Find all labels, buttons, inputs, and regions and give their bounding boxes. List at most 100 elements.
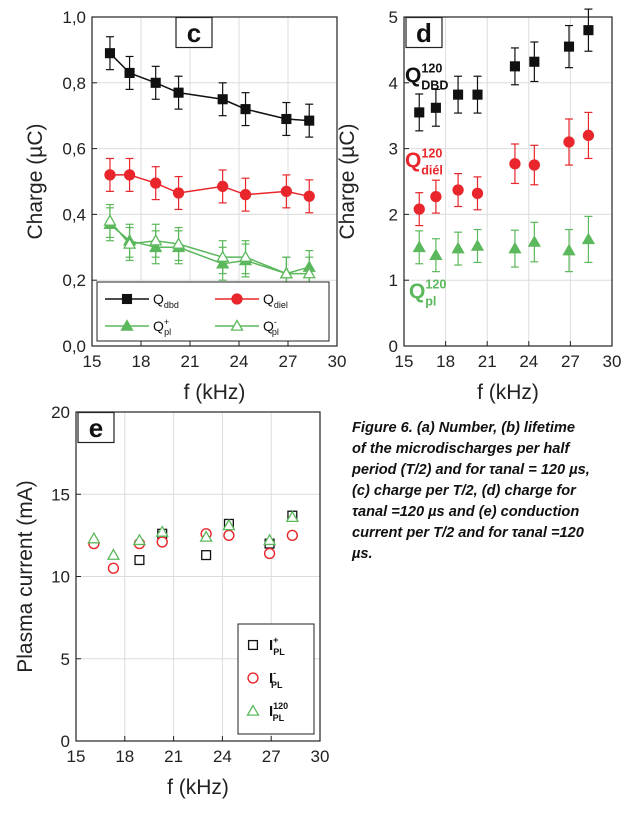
series-label-main: Q (409, 280, 425, 303)
legend-label-sub: PL (273, 647, 285, 657)
data-point (134, 555, 145, 566)
panel-letter-box (405, 16, 443, 49)
data-point (231, 293, 243, 305)
data-point (430, 190, 442, 203)
data-point (104, 48, 116, 59)
legend-label-sub: dbd (164, 300, 179, 310)
data-point (509, 158, 521, 170)
data-point (223, 529, 235, 542)
caption-line: period (T/2) and for τanal = 120 µs, (352, 462, 590, 478)
data-point (302, 266, 316, 279)
data-point (156, 536, 168, 548)
x-tick-label: 21 (181, 352, 200, 371)
data-point (230, 319, 244, 331)
legend-label: Qdiel (263, 291, 288, 310)
data-point (120, 319, 134, 331)
data-point (303, 190, 315, 202)
data-point (239, 189, 252, 201)
legend-box (96, 281, 330, 342)
y-axis-label: Charge (µC) (24, 124, 47, 240)
legend-label-sup: 120 (273, 701, 288, 711)
x-tick-label: 30 (311, 747, 330, 766)
x-tick-label: 21 (164, 747, 183, 766)
data-point (286, 529, 298, 542)
data-point (217, 94, 228, 105)
series-label-sub: DBD (421, 78, 448, 92)
series-label: Q120 diél (405, 147, 443, 178)
legend-label: I+ PL (269, 635, 285, 657)
series-line (109, 220, 310, 275)
data-point (171, 237, 186, 249)
legend-label-main: I (269, 637, 273, 654)
data-point (563, 136, 575, 148)
data-point (104, 169, 116, 181)
series-label-main: Q (405, 64, 421, 87)
data-point (132, 533, 147, 546)
data-point (281, 113, 292, 125)
y-tick-label: 1,0 (62, 8, 86, 27)
series-label-sup: 120 (425, 278, 446, 292)
legend-label-main: Q (153, 318, 164, 334)
data-point (452, 184, 464, 196)
y-axis-label: Charge (µC) (336, 124, 359, 240)
legend-label-sub: PL (273, 713, 285, 723)
chart-c: 15 18 21 24 27 30 0,0 0,2 0,4 0,6 0,8 1,0 f (kHz) Cha… (24, 8, 346, 404)
y-tick-label: 20 (51, 403, 70, 422)
y-tick-label: 0 (61, 732, 70, 751)
series-label-sub: diél (421, 163, 443, 177)
legend-label-sub: pl (272, 327, 279, 337)
x-tick-label: 18 (132, 352, 151, 371)
legend-label-sup: + (164, 317, 169, 327)
data-point (121, 293, 133, 305)
x-tick-label: 18 (436, 352, 455, 371)
x-tick-label: 30 (328, 352, 347, 371)
data-point (412, 240, 426, 253)
y-tick-label: 0 (389, 337, 398, 356)
data-point (583, 25, 594, 36)
x-tick-label: 27 (561, 352, 580, 371)
y-tick-label: 0,8 (62, 74, 86, 93)
x-tick-label: 24 (230, 352, 249, 371)
data-point (216, 250, 230, 262)
data-point (262, 533, 277, 546)
series-label-sup: 120 (421, 62, 442, 76)
data-point (124, 67, 135, 78)
data-point (150, 177, 162, 189)
x-tick-label: 27 (262, 747, 281, 766)
y-tick-label: 4 (389, 74, 398, 93)
data-point (429, 248, 443, 260)
panel-letter-box (77, 411, 115, 444)
series-label-main: Q (405, 149, 421, 172)
panel-letter: d (416, 18, 432, 48)
x-tick-label: 15 (67, 747, 86, 766)
data-point (451, 241, 465, 254)
series-line (109, 52, 310, 122)
y-tick-label: 0,0 (62, 337, 86, 356)
legend-label-sub: diel (274, 300, 288, 310)
data-point (247, 639, 259, 651)
data-point (123, 169, 136, 181)
data-point (430, 102, 441, 113)
chart-e: 15 18 21 24 27 30 0 5 10 15 20 f (kHz) Plasma curren… (14, 403, 329, 799)
data-point (528, 159, 540, 171)
data-point (279, 266, 293, 279)
legend-label-sup: - (274, 317, 277, 327)
data-point (563, 41, 575, 52)
caption-line: (c) charge per T/2, (d) charge for (352, 483, 576, 499)
figure-caption: Figure 6. (a) Number, (b) lifetime of th… (352, 418, 632, 565)
data-point (471, 187, 484, 199)
y-tick-label: 15 (51, 485, 70, 504)
data-point (246, 704, 260, 716)
x-tick-label: 24 (519, 352, 538, 371)
legend-label: Q+ pl (153, 317, 171, 337)
legend-label: Qdbd (153, 291, 179, 310)
legend-label-sub: pl (164, 327, 171, 337)
data-point (222, 518, 236, 531)
data-point (172, 187, 185, 199)
data-point (217, 180, 229, 193)
x-axis-label: f (kHz) (184, 381, 246, 404)
data-point (508, 241, 522, 254)
x-tick-label: 30 (603, 352, 622, 371)
